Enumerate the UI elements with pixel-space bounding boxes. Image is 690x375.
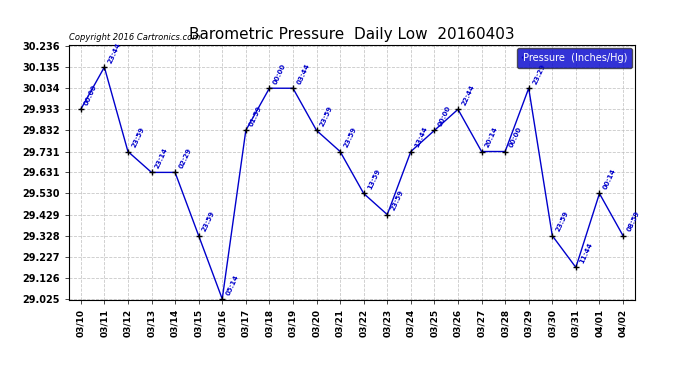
Text: 23:59: 23:59 [201,210,216,233]
Text: 00:14: 00:14 [602,168,617,191]
Text: 23:59: 23:59 [319,105,334,128]
Text: 13:44: 13:44 [413,126,428,149]
Text: 23:59: 23:59 [343,126,357,149]
Title: Barometric Pressure  Daily Low  20160403: Barometric Pressure Daily Low 20160403 [189,27,515,42]
Text: 03:44: 03:44 [296,63,310,86]
Text: 13:59: 13:59 [366,168,382,191]
Text: Copyright 2016 Cartronics.com: Copyright 2016 Cartronics.com [69,33,200,42]
Text: 11:44: 11:44 [579,242,593,265]
Text: 05:14: 05:14 [225,273,240,296]
Text: 23:59: 23:59 [555,210,570,233]
Text: 23:59: 23:59 [390,189,405,212]
Text: 02:29: 02:29 [178,147,193,170]
Text: 00:00: 00:00 [83,84,99,106]
Text: 23:29: 23:29 [531,63,546,86]
Text: 23:59: 23:59 [130,126,146,149]
Text: 20:14: 20:14 [484,126,499,149]
Text: 23:14: 23:14 [155,147,169,170]
Text: 08:59: 08:59 [626,210,640,233]
Text: 23:44: 23:44 [107,42,122,64]
Text: 00:00: 00:00 [272,63,287,86]
Text: 00:00: 00:00 [437,105,452,128]
Legend: Pressure  (Inches/Hg): Pressure (Inches/Hg) [517,48,632,68]
Text: 22:44: 22:44 [461,84,475,106]
Text: 01:59: 01:59 [248,105,264,128]
Text: 00:00: 00:00 [508,126,523,149]
